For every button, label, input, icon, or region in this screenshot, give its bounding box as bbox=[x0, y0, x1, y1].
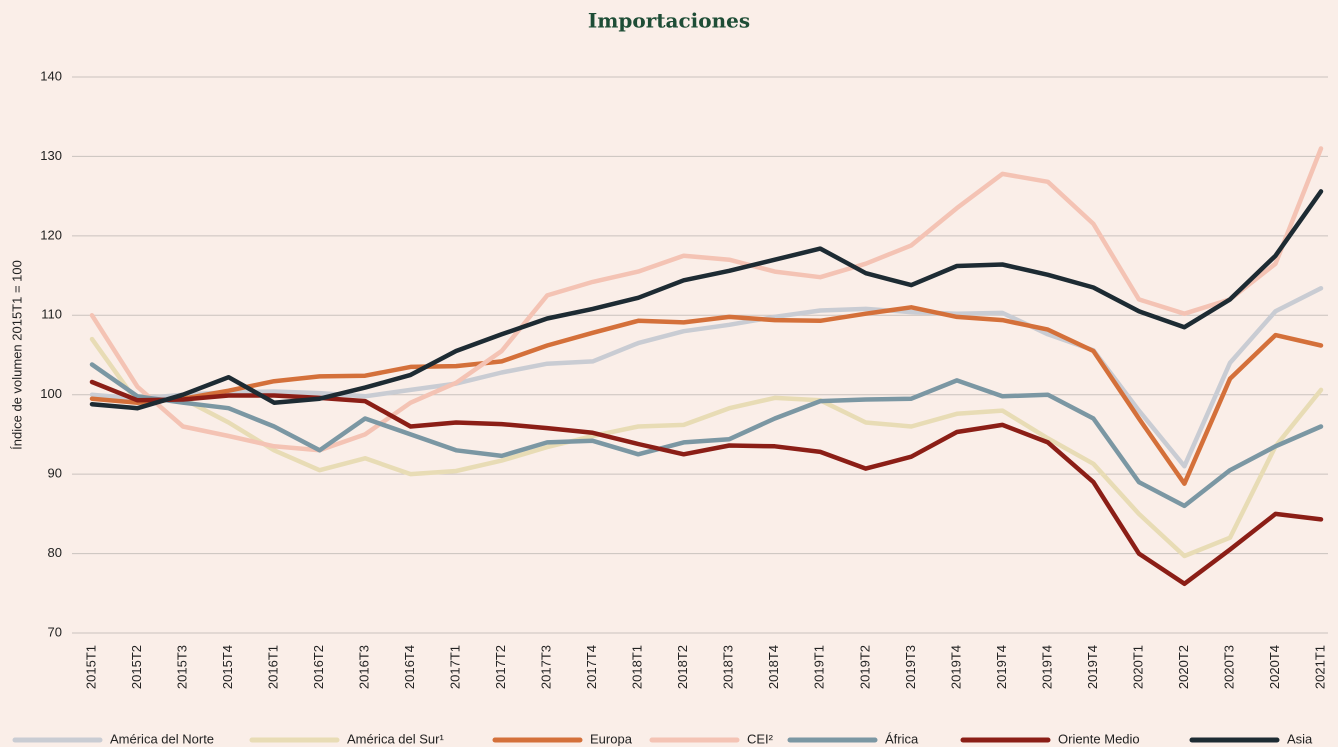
legend-label: Oriente Medio bbox=[1058, 731, 1140, 746]
x-tick-label: 2020T1 bbox=[1130, 645, 1145, 689]
legend-label: CEI² bbox=[747, 731, 774, 746]
y-tick-label: 80 bbox=[48, 545, 62, 560]
x-tick-label: 2019T4 bbox=[994, 645, 1009, 689]
chart-title: Importaciones bbox=[588, 9, 750, 33]
x-tick-label: 2020T3 bbox=[1221, 645, 1236, 689]
y-tick-label: 70 bbox=[48, 624, 62, 639]
x-tick-label: 2015T2 bbox=[129, 645, 144, 689]
x-tick-label: 2017T2 bbox=[493, 645, 508, 689]
legend-label: América del Norte bbox=[110, 731, 214, 746]
x-tick-label: 2016T3 bbox=[357, 645, 372, 689]
series-line bbox=[89, 336, 1324, 559]
x-tick-label: 2019T1 bbox=[812, 645, 827, 689]
y-tick-label: 100 bbox=[40, 386, 62, 401]
x-tick-label: 2018T2 bbox=[675, 645, 690, 689]
x-tick-label: 2020T2 bbox=[1176, 645, 1191, 689]
y-tick-label: 110 bbox=[41, 307, 62, 322]
x-tick-label: 2019T4 bbox=[1039, 645, 1054, 689]
series-line bbox=[89, 379, 1324, 587]
x-tick-label: 2019T4 bbox=[1085, 645, 1100, 689]
x-tick-label: 2017T3 bbox=[539, 645, 554, 689]
series-line bbox=[89, 362, 1324, 509]
x-tick-label: 2015T1 bbox=[83, 645, 98, 689]
x-tick-label: 2019T3 bbox=[903, 645, 918, 689]
x-tick-label: 2019T2 bbox=[857, 645, 872, 689]
y-tick-label: 140 bbox=[40, 68, 62, 83]
legend-label: América del Sur¹ bbox=[347, 731, 444, 746]
legend-label: África bbox=[885, 731, 919, 746]
series-line bbox=[89, 146, 1324, 453]
legend-label: Asia bbox=[1287, 731, 1313, 746]
x-tick-label: 2017T1 bbox=[448, 645, 463, 689]
y-tick-label: 130 bbox=[40, 148, 62, 163]
x-tick-label: 2015T3 bbox=[174, 645, 189, 689]
x-tick-label: 2015T4 bbox=[220, 645, 235, 689]
x-tick-label: 2016T4 bbox=[402, 645, 417, 689]
series-line bbox=[89, 189, 1324, 411]
x-tick-label: 2017T4 bbox=[584, 645, 599, 689]
x-tick-label: 2021T1 bbox=[1312, 645, 1327, 689]
series-line bbox=[89, 286, 1324, 469]
legend-label: Europa bbox=[590, 731, 633, 746]
x-tick-label: 2018T4 bbox=[766, 645, 781, 689]
x-tick-label: 2018T1 bbox=[630, 645, 645, 689]
x-tick-label: 2016T1 bbox=[266, 645, 281, 689]
x-tick-label: 2019T4 bbox=[948, 645, 963, 689]
series-line bbox=[89, 305, 1324, 486]
x-tick-label: 2018T3 bbox=[721, 645, 736, 689]
x-tick-label: 2020T4 bbox=[1267, 645, 1282, 689]
y-tick-label: 120 bbox=[40, 227, 62, 242]
y-tick-label: 90 bbox=[48, 466, 62, 481]
y-axis-label: Índice de volumen 2015T1 = 100 bbox=[9, 260, 24, 450]
x-tick-label: 2016T2 bbox=[311, 645, 326, 689]
